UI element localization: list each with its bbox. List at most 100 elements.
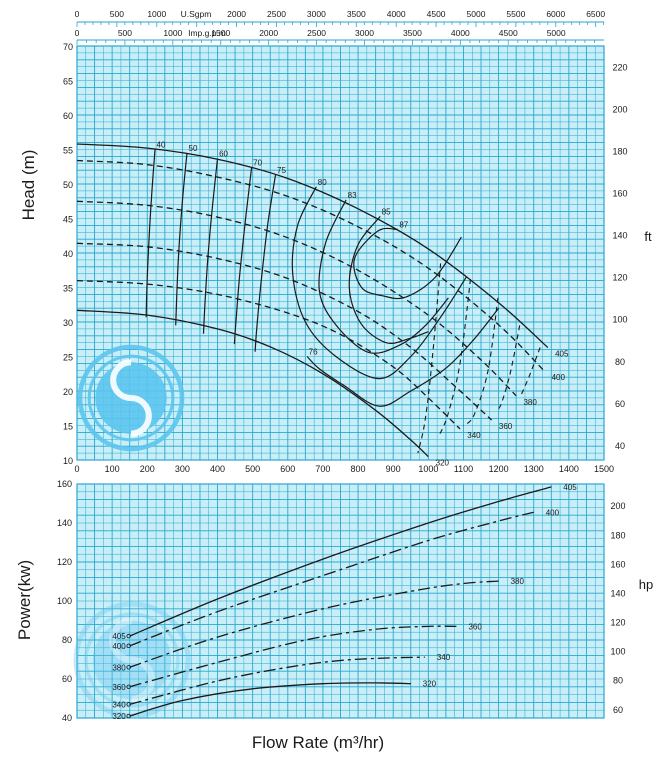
head-curve-360 bbox=[76, 242, 493, 421]
top-tick-impgpm: 2000 bbox=[259, 28, 278, 38]
power-curve-start-label-405: 405 bbox=[112, 632, 126, 641]
head-y-tick: 65 bbox=[63, 77, 73, 87]
top-tick-usgpm: 5000 bbox=[467, 9, 486, 19]
swirl-logo bbox=[77, 344, 185, 452]
head-ft-tick: 120 bbox=[612, 273, 627, 283]
top-tick-usgpm: 3000 bbox=[307, 9, 326, 19]
npsh-lines bbox=[417, 263, 541, 454]
npsh-line bbox=[520, 347, 541, 395]
top-tick-usgpm: 2500 bbox=[267, 9, 286, 19]
iso-efficiency-label-60: 60 bbox=[219, 149, 228, 158]
power-curve-start-label-380: 380 bbox=[112, 663, 126, 672]
head-curve-label-405: 405 bbox=[555, 350, 569, 359]
power-curve-start-marker bbox=[126, 643, 131, 649]
head-curve-320 bbox=[76, 309, 429, 458]
top-tick-impgpm: 1500 bbox=[211, 28, 230, 38]
x-tick: 800 bbox=[351, 464, 366, 474]
power-y-tick: 80 bbox=[62, 635, 72, 645]
power-hp-tick: 180 bbox=[610, 530, 625, 540]
top-tick-impgpm: 2500 bbox=[307, 28, 326, 38]
power-panel: 40 60 80 100 120 140 160 60 80 100 120 140 160 180 20… bbox=[15, 479, 653, 752]
top-tick-usgpm: 4000 bbox=[387, 9, 406, 19]
logo-ring-outer bbox=[73, 601, 191, 719]
power-curve-320 bbox=[129, 682, 411, 717]
power-curve-end-label-405: 405 bbox=[563, 483, 577, 492]
top-tick-usgpm: 6500 bbox=[586, 9, 605, 19]
power-grid bbox=[76, 483, 605, 719]
power-curve-start-marker bbox=[126, 702, 131, 707]
top-tick-impgpm: 1000 bbox=[163, 28, 182, 38]
logo-ring-inner bbox=[87, 354, 175, 442]
head-y-tick: 40 bbox=[63, 249, 73, 259]
top-tick-impgpm: 500 bbox=[118, 28, 132, 38]
head-curves: 405 400 380 360 340 320 bbox=[76, 143, 569, 468]
power-hp-tick: 120 bbox=[610, 618, 625, 628]
npsh-line bbox=[438, 279, 472, 437]
top-tick-impgpm: 3000 bbox=[355, 28, 374, 38]
head-x-ticks: 0 100 200 300 400 500 600 700 800 900 1000 1100 1200… bbox=[74, 464, 614, 474]
head-y-tick: 25 bbox=[63, 353, 73, 363]
logo-ring-outer bbox=[77, 344, 185, 452]
head-curve-label-340: 340 bbox=[467, 431, 481, 440]
top-axes: 0 500 1000 2000 2500 3000 3500 4000 4500 5000 5500… bbox=[75, 9, 605, 45]
head-y-ticks: 10 15 20 25 30 35 40 45 50 55 60 65 70 bbox=[63, 42, 73, 466]
logo-swirl bbox=[110, 359, 152, 437]
swirl-logo-watermark bbox=[73, 601, 191, 719]
top-tick-usgpm: 2000 bbox=[227, 9, 246, 19]
x-tick: 600 bbox=[280, 464, 295, 474]
power-y-tick: 160 bbox=[57, 479, 72, 489]
iso-efficiency-label-75: 75 bbox=[277, 166, 286, 175]
head-y-tick: 45 bbox=[63, 215, 73, 225]
head-ft-axis-label: ft bbox=[644, 229, 652, 244]
top-tick-usgpm: 5500 bbox=[506, 9, 525, 19]
x-tick: 0 bbox=[74, 464, 79, 474]
power-curve-start-label-320: 320 bbox=[112, 712, 126, 721]
power-curve-start-label-360: 360 bbox=[112, 683, 126, 692]
power-y-tick: 60 bbox=[62, 674, 72, 684]
top-tick-impgpm: 4500 bbox=[499, 28, 518, 38]
head-ft-ticks: 40 60 80 100 120 140 160 180 200 220 bbox=[612, 62, 627, 451]
top-tick-impgpm: 0 bbox=[75, 28, 80, 38]
logo-core bbox=[92, 620, 172, 700]
iso-efficiency-curve-60 bbox=[202, 158, 219, 334]
x-axis-label: Flow Rate (m³/hr) bbox=[252, 733, 384, 752]
head-ft-tick: 80 bbox=[615, 357, 625, 367]
x-tick: 100 bbox=[105, 464, 120, 474]
x-tick: 1400 bbox=[559, 464, 579, 474]
top-axis-impgpm-label: Imp.g.p.m bbox=[188, 28, 226, 38]
x-tick: 500 bbox=[245, 464, 260, 474]
power-hp-tick: 60 bbox=[613, 705, 623, 715]
power-hp-axis-label: hp bbox=[639, 577, 653, 592]
top-tick-usgpm: 0 bbox=[75, 9, 80, 19]
npsh-line bbox=[463, 297, 499, 426]
x-tick: 1000 bbox=[418, 464, 438, 474]
top-tick-usgpm: 4500 bbox=[427, 9, 446, 19]
iso-efficiency-label-83: 83 bbox=[348, 191, 357, 200]
power-y-tick: 40 bbox=[62, 713, 72, 723]
power-curve-end-label-360: 360 bbox=[468, 622, 482, 631]
iso-efficiency-curve-87 bbox=[353, 227, 462, 300]
head-ft-tick: 200 bbox=[612, 104, 627, 114]
iso-efficiency-curve-76 bbox=[306, 307, 500, 407]
iso-efficiency-label-76: 76 bbox=[309, 348, 318, 357]
head-curve-label-320: 320 bbox=[436, 459, 450, 468]
top-tick-usgpm: 500 bbox=[110, 9, 124, 19]
power-curve-405 bbox=[129, 486, 552, 637]
power-curve-end-label-380: 380 bbox=[511, 577, 525, 586]
head-y-tick: 50 bbox=[63, 180, 73, 190]
power-curve-start-marker bbox=[126, 665, 131, 670]
top-tick-impgpm: 5000 bbox=[547, 28, 566, 38]
head-ft-tick: 60 bbox=[615, 399, 625, 409]
power-curve-start-marker bbox=[126, 633, 131, 639]
x-tick: 700 bbox=[315, 464, 330, 474]
head-y-tick: 15 bbox=[63, 422, 73, 432]
iso-efficiency-curve-50 bbox=[175, 152, 188, 326]
top-tick-usgpm: 6000 bbox=[546, 9, 565, 19]
head-ft-tick: 100 bbox=[612, 315, 627, 325]
power-hp-tick: 200 bbox=[610, 501, 625, 511]
iso-efficiency-curves: 40 50 60 70 75 85 83 80 76 87 bbox=[145, 141, 500, 407]
head-curve-405 bbox=[76, 143, 549, 348]
head-ft-tick: 40 bbox=[615, 441, 625, 451]
